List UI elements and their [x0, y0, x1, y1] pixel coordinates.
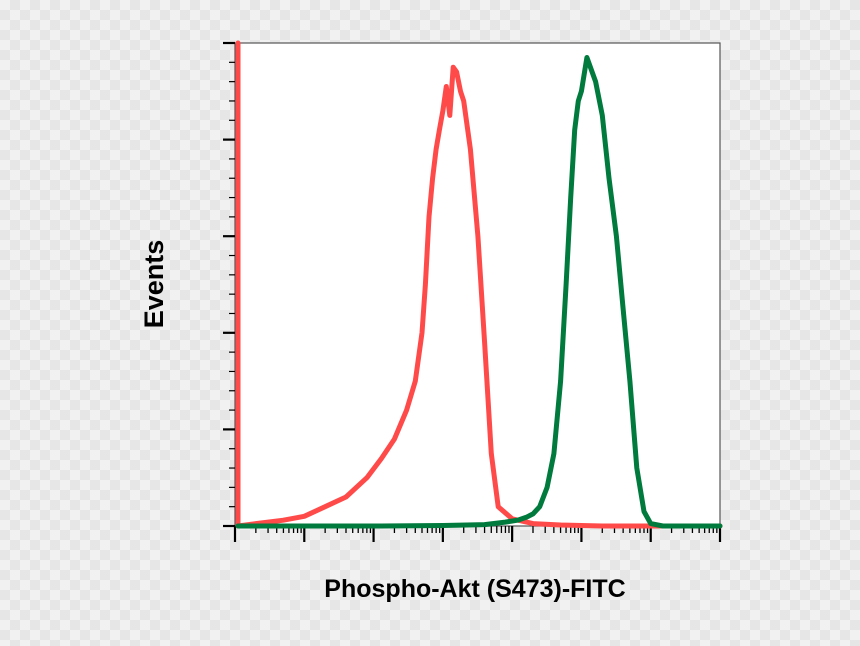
series-line-2: [235, 55, 723, 529]
plot-frame: [234, 42, 721, 527]
y-axis-label: Events: [139, 240, 169, 329]
series-group: [235, 40, 723, 529]
x-axis-label: Phospho-Akt (S473)-FITC: [324, 575, 625, 603]
series-line-1: [235, 40, 723, 529]
